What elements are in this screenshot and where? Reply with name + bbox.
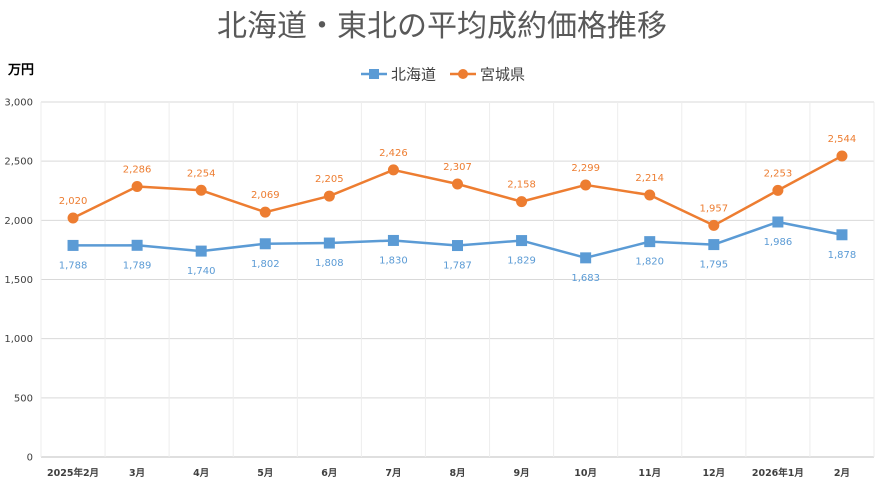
data-point bbox=[772, 216, 784, 228]
legend: 北海道 宮城県 bbox=[361, 66, 525, 84]
data-label: 1,788 bbox=[59, 260, 88, 271]
x-tick-label: 2月 bbox=[834, 468, 850, 479]
x-tick-label: 4月 bbox=[193, 468, 209, 479]
x-tick-label: 3月 bbox=[129, 468, 145, 479]
x-axis-ticks: 2025年2月 3月 4月 5月 6月 7月 8月 9月 10月 11月 12月 2026年1月 2月 bbox=[47, 467, 850, 479]
data-label: 2,253 bbox=[764, 168, 793, 179]
x-tick-label: 7月 bbox=[385, 468, 401, 479]
data-label: 2,069 bbox=[251, 190, 280, 201]
data-point bbox=[195, 245, 207, 257]
data-label: 2,299 bbox=[571, 163, 600, 174]
legend-label: 宮城県 bbox=[480, 66, 525, 84]
legend-marker bbox=[369, 69, 379, 79]
data-point bbox=[131, 239, 143, 251]
data-point bbox=[580, 252, 592, 264]
data-point bbox=[259, 238, 271, 250]
data-point bbox=[644, 236, 656, 248]
legend-label: 北海道 bbox=[391, 66, 436, 84]
data-point bbox=[580, 179, 592, 191]
data-point bbox=[323, 237, 335, 249]
y-tick-label: 2,000 bbox=[4, 216, 33, 227]
x-tick-label: 2026年1月 bbox=[752, 467, 804, 479]
data-point bbox=[516, 235, 528, 247]
x-tick-label: 5月 bbox=[257, 468, 273, 479]
data-point bbox=[67, 239, 79, 251]
x-tick-label: 6月 bbox=[321, 468, 337, 479]
data-point bbox=[259, 206, 271, 218]
series-miyagi: 2,020 2,286 2,254 2,069 2,205 2,426 2,307 2,158… bbox=[59, 134, 857, 231]
legend-item: 北海道 bbox=[361, 66, 436, 84]
data-label: 2,286 bbox=[123, 164, 152, 175]
data-label: 2,158 bbox=[507, 180, 536, 191]
data-point bbox=[387, 234, 399, 246]
x-tick-label: 2025年2月 bbox=[47, 467, 99, 479]
data-label: 1,740 bbox=[187, 266, 216, 277]
data-label: 1,957 bbox=[699, 203, 728, 214]
legend-marker bbox=[458, 69, 468, 79]
data-label: 1,789 bbox=[123, 260, 152, 271]
data-label: 1,878 bbox=[828, 250, 857, 261]
y-tick-label: 2,500 bbox=[4, 157, 33, 168]
y-tick-label: 1,500 bbox=[4, 275, 33, 286]
x-tick-label: 11月 bbox=[638, 468, 661, 479]
data-point bbox=[195, 184, 207, 196]
y-axis-ticks: 0 500 1,000 1,500 2,000 2,500 3,000 bbox=[4, 98, 33, 464]
legend-item: 宮城県 bbox=[450, 66, 525, 84]
data-label: 1,787 bbox=[443, 261, 472, 272]
chart-title: 北海道・東北の平均成約価格推移 bbox=[217, 9, 667, 44]
series-hokkaido: 1,788 1,789 1,740 1,802 1,808 1,830 1,787 1,829… bbox=[59, 216, 857, 284]
x-tick-label: 8月 bbox=[449, 468, 465, 479]
x-tick-label: 9月 bbox=[514, 468, 530, 479]
data-point bbox=[452, 240, 463, 252]
data-point bbox=[836, 229, 848, 241]
data-label: 2,544 bbox=[828, 134, 857, 145]
x-tick-label: 12月 bbox=[702, 468, 725, 479]
data-point bbox=[708, 239, 720, 251]
data-point bbox=[644, 189, 656, 201]
data-point bbox=[772, 184, 784, 196]
data-point bbox=[387, 164, 399, 176]
data-label: 2,214 bbox=[635, 173, 664, 184]
y-tick-label: 1,000 bbox=[4, 334, 33, 345]
y-tick-label: 500 bbox=[14, 393, 33, 404]
data-point bbox=[516, 196, 528, 208]
data-label: 2,254 bbox=[187, 168, 216, 179]
data-label: 2,020 bbox=[59, 196, 88, 207]
y-tick-label: 0 bbox=[27, 453, 33, 464]
data-label: 2,426 bbox=[379, 148, 408, 159]
data-label: 1,830 bbox=[379, 255, 408, 266]
data-label: 1,802 bbox=[251, 259, 280, 270]
data-point bbox=[323, 190, 335, 202]
data-point bbox=[67, 212, 79, 224]
data-label: 1,986 bbox=[764, 237, 793, 248]
series-group: 1,788 1,789 1,740 1,802 1,808 1,830 1,787 1,829… bbox=[59, 134, 857, 284]
data-point bbox=[836, 150, 848, 162]
x-tick-label: 10月 bbox=[574, 468, 597, 479]
data-point bbox=[131, 180, 143, 192]
data-point bbox=[452, 178, 463, 190]
series-line bbox=[73, 220, 843, 260]
data-label: 1,808 bbox=[315, 258, 344, 269]
data-label: 1,820 bbox=[635, 257, 664, 268]
y-axis-unit-label: 万円 bbox=[7, 63, 34, 78]
gridlines bbox=[40, 101, 875, 458]
data-label: 1,795 bbox=[699, 260, 728, 271]
data-label: 1,829 bbox=[507, 256, 536, 267]
y-tick-label: 3,000 bbox=[4, 98, 33, 109]
data-point bbox=[708, 219, 720, 231]
data-label: 2,307 bbox=[443, 162, 472, 173]
data-label: 1,683 bbox=[571, 273, 600, 284]
data-label: 2,205 bbox=[315, 174, 344, 185]
